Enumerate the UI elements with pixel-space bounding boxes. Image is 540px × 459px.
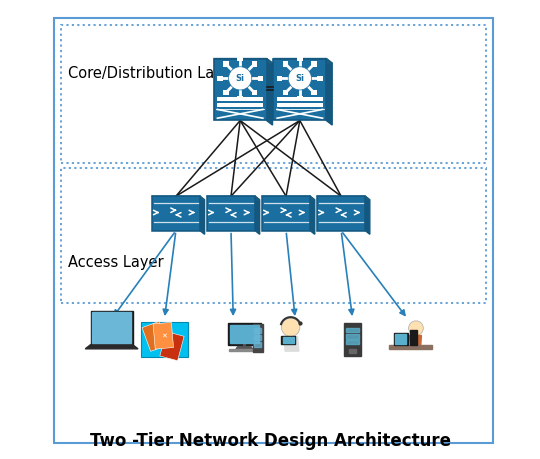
Bar: [152, 196, 200, 230]
Polygon shape: [229, 349, 260, 351]
Bar: [153, 322, 173, 349]
Polygon shape: [346, 328, 359, 332]
Polygon shape: [254, 342, 261, 347]
Bar: [61, 168, 486, 303]
Circle shape: [409, 321, 423, 336]
Polygon shape: [273, 58, 332, 63]
Bar: [214, 58, 267, 120]
Bar: [262, 196, 310, 230]
Text: Si: Si: [295, 74, 305, 83]
Polygon shape: [85, 345, 138, 349]
Bar: [61, 25, 486, 163]
Bar: [223, 90, 228, 95]
Polygon shape: [310, 196, 315, 234]
Circle shape: [281, 318, 300, 336]
Polygon shape: [345, 323, 361, 356]
Text: Access Layer: Access Layer: [68, 255, 164, 270]
Text: Two -Tier Network Design Architecture: Two -Tier Network Design Architecture: [90, 432, 450, 450]
Polygon shape: [326, 58, 332, 125]
Bar: [277, 102, 322, 107]
Polygon shape: [214, 58, 273, 63]
Polygon shape: [254, 335, 261, 340]
Bar: [218, 102, 263, 107]
Polygon shape: [281, 336, 295, 344]
Bar: [312, 90, 317, 95]
Polygon shape: [207, 196, 260, 200]
Bar: [277, 96, 322, 101]
Polygon shape: [228, 323, 261, 345]
Polygon shape: [395, 334, 406, 344]
Bar: [238, 55, 243, 61]
Circle shape: [228, 67, 252, 90]
Bar: [283, 90, 288, 95]
Bar: [140, 322, 188, 357]
Text: Si: Si: [235, 74, 245, 83]
Bar: [238, 96, 243, 101]
Polygon shape: [267, 58, 273, 125]
Polygon shape: [409, 336, 422, 347]
Polygon shape: [91, 311, 133, 345]
Polygon shape: [346, 340, 359, 345]
Polygon shape: [92, 313, 131, 343]
Text: ✕: ✕: [161, 333, 167, 340]
Bar: [283, 61, 288, 67]
Text: Core/Distribution Layer: Core/Distribution Layer: [68, 66, 238, 81]
Polygon shape: [236, 347, 253, 349]
Polygon shape: [346, 334, 359, 339]
Polygon shape: [262, 196, 315, 200]
Bar: [297, 96, 302, 101]
Bar: [276, 76, 282, 81]
Polygon shape: [200, 196, 205, 234]
Bar: [297, 55, 302, 61]
Bar: [252, 90, 257, 95]
Polygon shape: [255, 196, 260, 234]
Bar: [160, 331, 184, 361]
Polygon shape: [230, 325, 259, 343]
Polygon shape: [410, 330, 417, 345]
Polygon shape: [254, 328, 261, 333]
Bar: [252, 61, 257, 67]
Polygon shape: [317, 196, 370, 200]
Polygon shape: [284, 336, 299, 351]
Polygon shape: [365, 196, 370, 234]
Bar: [142, 321, 168, 352]
Polygon shape: [349, 349, 356, 353]
Bar: [218, 96, 263, 101]
Bar: [258, 76, 264, 81]
Bar: [318, 76, 323, 81]
Bar: [223, 61, 228, 67]
Bar: [317, 196, 365, 230]
Polygon shape: [152, 196, 205, 200]
Bar: [217, 76, 222, 81]
Polygon shape: [253, 324, 262, 352]
Bar: [273, 58, 326, 120]
Circle shape: [288, 67, 312, 90]
Polygon shape: [389, 345, 431, 349]
Bar: [312, 61, 317, 67]
Polygon shape: [394, 333, 408, 345]
Bar: [207, 196, 255, 230]
Polygon shape: [283, 337, 294, 343]
